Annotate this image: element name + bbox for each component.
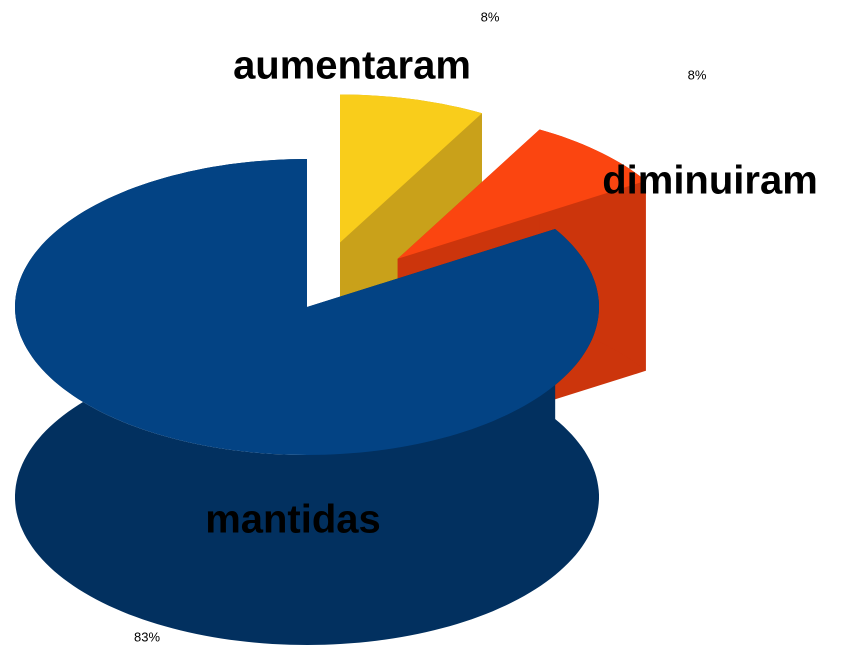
category-label: diminuiram — [602, 159, 818, 203]
slice-top — [397, 129, 646, 259]
value-label: 8% — [481, 9, 500, 24]
value-label: 8% — [688, 67, 707, 82]
slice-top — [15, 159, 599, 455]
category-label: mantidas — [205, 498, 381, 542]
slice-top — [340, 94, 482, 243]
category-label: aumentaram — [233, 44, 471, 88]
value-label: 83% — [134, 629, 160, 644]
